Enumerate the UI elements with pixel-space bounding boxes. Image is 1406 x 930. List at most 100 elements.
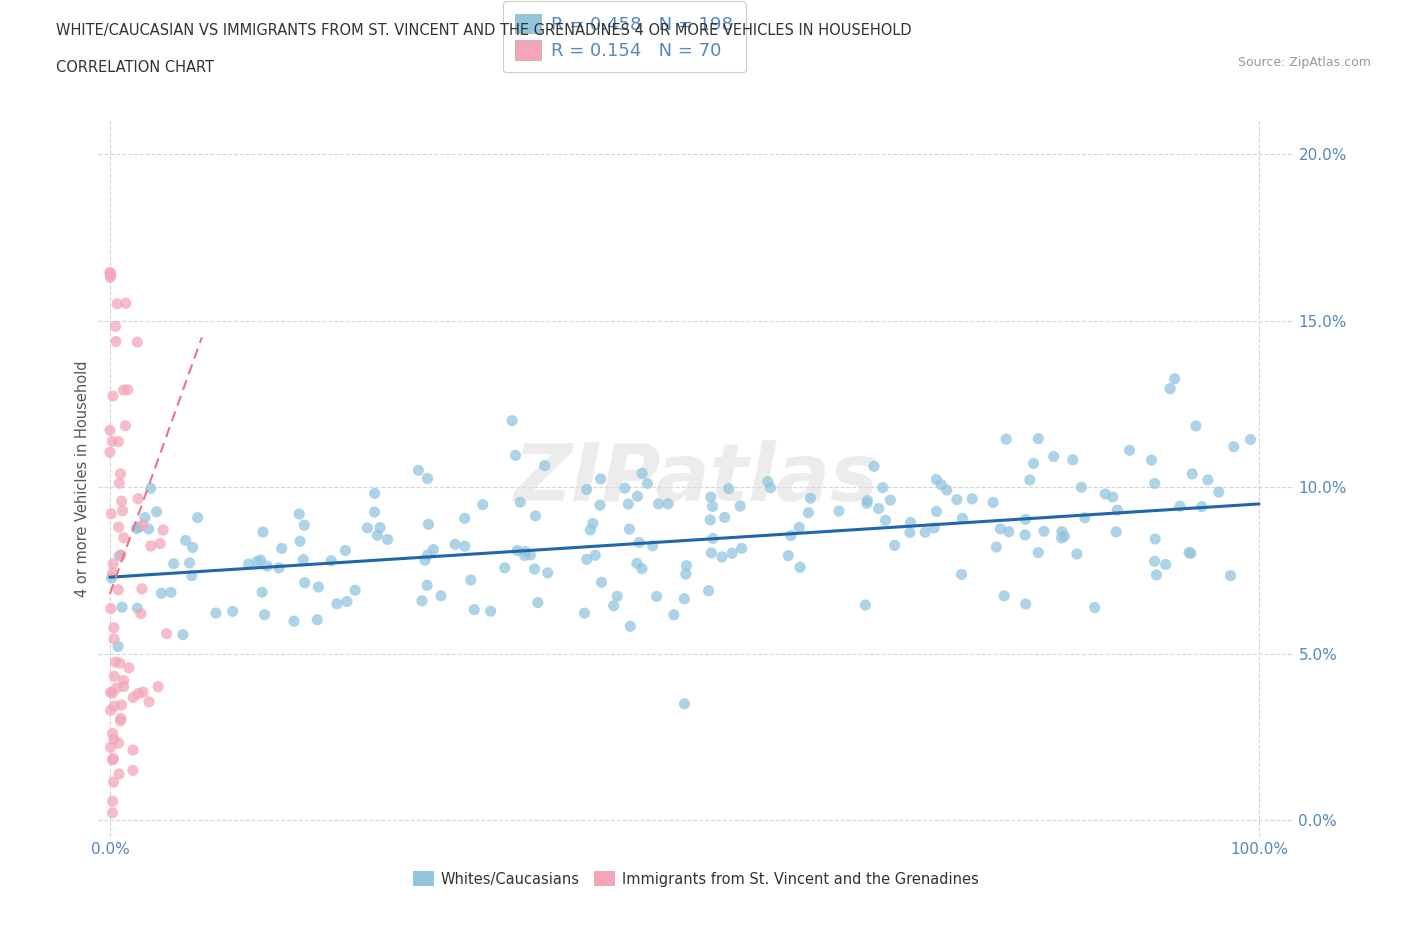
Point <box>925 472 948 487</box>
Point <box>524 509 547 524</box>
Point <box>717 481 740 496</box>
Point <box>253 607 276 622</box>
Point <box>411 593 433 608</box>
Point <box>180 568 202 583</box>
Point <box>150 586 173 601</box>
Point <box>408 463 430 478</box>
Point <box>700 546 723 561</box>
Point <box>519 548 541 563</box>
Legend: Whites/Caucasians, Immigrants from St. Vincent and the Grenadines: Whites/Caucasians, Immigrants from St. V… <box>406 864 986 894</box>
Point <box>444 537 467 551</box>
Point <box>645 589 668 604</box>
Point <box>1074 511 1097 525</box>
Point <box>105 297 128 312</box>
Point <box>115 296 138 311</box>
Point <box>589 498 612 512</box>
Point <box>103 669 125 684</box>
Point <box>270 541 292 556</box>
Point <box>575 482 598 497</box>
Point <box>697 583 720 598</box>
Point <box>98 266 121 281</box>
Point <box>626 556 648 571</box>
Point <box>366 528 388 543</box>
Point <box>422 542 444 557</box>
Point <box>138 522 160 537</box>
Point <box>100 740 122 755</box>
Point <box>579 523 602 538</box>
Point <box>107 639 129 654</box>
Point <box>101 434 124 449</box>
Point <box>98 265 121 280</box>
Point <box>104 334 127 349</box>
Point <box>700 490 723 505</box>
Point <box>100 268 122 283</box>
Point <box>606 589 628 604</box>
Point <box>111 600 134 615</box>
Point <box>416 578 439 592</box>
Point <box>787 520 810 535</box>
Point <box>344 583 367 598</box>
Point <box>995 432 1018 446</box>
Point <box>575 551 598 566</box>
Point <box>986 539 1008 554</box>
Point <box>326 596 349 611</box>
Point <box>101 726 124 741</box>
Point <box>537 565 560 580</box>
Point <box>108 476 131 491</box>
Point <box>105 681 128 696</box>
Point <box>582 516 605 531</box>
Point <box>127 335 149 350</box>
Point <box>103 775 125 790</box>
Point <box>101 794 124 809</box>
Point <box>1062 452 1084 467</box>
Point <box>294 576 316 591</box>
Point <box>641 538 664 553</box>
Point <box>174 533 197 548</box>
Point <box>1050 525 1073 539</box>
Point <box>454 538 477 553</box>
Text: WHITE/CAUCASIAN VS IMMIGRANTS FROM ST. VINCENT AND THE GRENADINES 4 OR MORE VEHI: WHITE/CAUCASIAN VS IMMIGRANTS FROM ST. V… <box>56 23 912 38</box>
Point <box>1143 554 1166 569</box>
Point <box>283 614 305 629</box>
Point <box>1185 418 1208 433</box>
Point <box>288 534 311 549</box>
Point <box>675 558 697 573</box>
Point <box>1101 489 1123 504</box>
Point <box>101 389 124 404</box>
Point <box>494 561 516 576</box>
Point <box>418 517 440 532</box>
Point <box>699 512 721 527</box>
Point <box>1050 530 1073 545</box>
Point <box>238 557 260 572</box>
Point <box>631 561 654 576</box>
Point <box>868 501 890 516</box>
Point <box>1070 480 1092 495</box>
Point <box>460 573 482 588</box>
Point <box>1094 486 1116 501</box>
Point <box>1015 597 1038 612</box>
Point <box>1197 472 1219 487</box>
Point <box>673 591 696 606</box>
Point <box>132 684 155 699</box>
Point <box>799 491 821 506</box>
Point <box>307 612 329 627</box>
Point <box>631 466 654 481</box>
Point <box>1084 600 1107 615</box>
Point <box>172 627 194 642</box>
Point <box>1154 557 1177 572</box>
Point <box>617 497 640 512</box>
Point <box>1066 547 1088 562</box>
Point <box>108 548 131 563</box>
Point <box>509 495 531 510</box>
Point <box>1053 529 1076 544</box>
Point <box>416 548 439 563</box>
Point <box>110 711 132 725</box>
Point <box>101 805 124 820</box>
Point <box>430 589 453 604</box>
Point <box>636 476 658 491</box>
Point <box>981 495 1004 510</box>
Point <box>1118 443 1140 458</box>
Point <box>101 685 124 700</box>
Point <box>513 548 536 563</box>
Point <box>103 631 125 646</box>
